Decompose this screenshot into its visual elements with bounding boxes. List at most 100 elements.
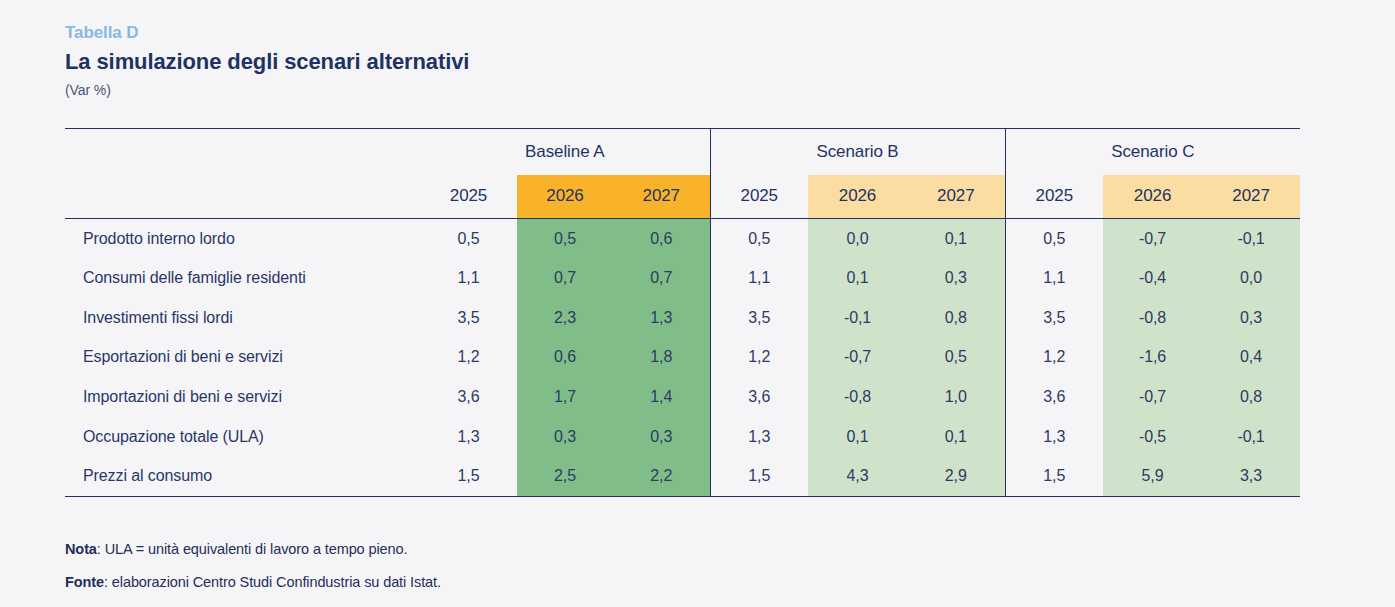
value-cell: 0,0 [1202,258,1300,298]
value-cell: 0,5 [420,219,517,259]
value-cell: -0,5 [1103,417,1202,457]
value-cell: -0,1 [808,298,907,338]
value-cell: 0,5 [1005,219,1103,259]
source-label: Fonte [65,574,104,590]
year-header: 2025 [420,175,517,219]
value-cell: -0,4 [1103,258,1202,298]
year-header: 2027 [1202,175,1300,219]
value-cell: 0,5 [710,219,808,259]
value-cell: 2,5 [517,457,613,497]
table-row: Importazioni di beni e servizi 3,6 1,7 1… [65,377,1300,417]
value-cell: 1,5 [420,457,517,497]
page-title: La simulazione degli scenari alternativi [65,48,1300,76]
value-cell: 0,8 [907,298,1005,338]
value-cell: 3,3 [1202,457,1300,497]
value-cell: 1,1 [710,258,808,298]
value-cell: 0,5 [517,219,613,259]
value-cell: 1,8 [613,338,710,378]
value-cell: 1,5 [710,457,808,497]
scenario-table: Baseline A Scenario B Scenario C 2025 20… [65,128,1300,497]
value-cell: 2,3 [517,298,613,338]
group-header-scenario-b: Scenario B [710,129,1005,175]
value-cell: 1,2 [420,338,517,378]
value-cell: 3,5 [1005,298,1103,338]
value-cell: 5,9 [1103,457,1202,497]
value-cell: 1,2 [1005,338,1103,378]
table-source: Fonte: elaborazioni Centro Studi Confind… [65,572,1300,592]
value-cell: 0,7 [517,258,613,298]
value-cell: -0,7 [808,338,907,378]
row-label: Prodotto interno lordo [65,219,420,259]
value-cell: 3,6 [420,377,517,417]
value-cell: 0,3 [613,417,710,457]
group-header-baseline-a: Baseline A [420,129,710,175]
value-cell: 3,5 [420,298,517,338]
row-label: Consumi delle famiglie residenti [65,258,420,298]
row-label: Esportazioni di beni e servizi [65,338,420,378]
corner-cell [65,129,420,175]
value-cell: 0,6 [613,219,710,259]
report-figure: Tabella D La simulazione degli scenari a… [65,0,1300,592]
row-label: Occupazione totale (ULA) [65,417,420,457]
value-cell: 0,1 [907,417,1005,457]
value-cell: 1,0 [907,377,1005,417]
source-text: : elaborazioni Centro Studi Confindustri… [104,574,441,590]
value-cell: 0,0 [808,219,907,259]
value-cell: 3,6 [1005,377,1103,417]
value-cell: 0,5 [907,338,1005,378]
corner-cell [65,175,420,219]
row-label: Prezzi al consumo [65,457,420,497]
year-header: 2026 [1103,175,1202,219]
value-cell: 0,1 [907,219,1005,259]
value-cell: -0,7 [1103,377,1202,417]
value-cell: 1,3 [710,417,808,457]
table-row: Consumi delle famiglie residenti 1,1 0,7… [65,258,1300,298]
value-cell: 0,3 [1202,298,1300,338]
value-cell: 1,1 [1005,258,1103,298]
year-header: 2027 [613,175,710,219]
value-cell: -1,6 [1103,338,1202,378]
value-cell: 0,3 [907,258,1005,298]
value-cell: 1,7 [517,377,613,417]
value-cell: 2,2 [613,457,710,497]
value-cell: 4,3 [808,457,907,497]
table-row: Prodotto interno lordo 0,5 0,5 0,6 0,5 0… [65,219,1300,259]
value-cell: 1,2 [710,338,808,378]
year-header: 2026 [517,175,613,219]
value-cell: 0,6 [517,338,613,378]
value-cell: 0,3 [517,417,613,457]
value-cell: 3,5 [710,298,808,338]
value-cell: -0,8 [1103,298,1202,338]
table-row: Investimenti fissi lordi 3,5 2,3 1,3 3,5… [65,298,1300,338]
value-cell: 0,1 [808,258,907,298]
value-cell: 1,3 [613,298,710,338]
table-row: Occupazione totale (ULA) 1,3 0,3 0,3 1,3… [65,417,1300,457]
note-label: Nota [65,541,97,557]
value-cell: 1,5 [1005,457,1103,497]
year-header: 2027 [907,175,1005,219]
value-cell: 1,1 [420,258,517,298]
value-cell: 0,4 [1202,338,1300,378]
year-header: 2025 [1005,175,1103,219]
value-cell: -0,7 [1103,219,1202,259]
year-header: 2025 [710,175,808,219]
row-label: Importazioni di beni e servizi [65,377,420,417]
table-row: Prezzi al consumo 1,5 2,5 2,2 1,5 4,3 2,… [65,457,1300,497]
note-text: : ULA = unità equivalenti di lavoro a te… [97,541,408,557]
value-cell: 0,8 [1202,377,1300,417]
table-row: Esportazioni di beni e servizi 1,2 0,6 1… [65,338,1300,378]
value-cell: -0,1 [1202,219,1300,259]
value-cell: 1,3 [1005,417,1103,457]
year-header: 2026 [808,175,907,219]
value-cell: 0,7 [613,258,710,298]
value-cell: -0,8 [808,377,907,417]
table-number: Tabella D [65,22,1300,44]
value-cell: 1,4 [613,377,710,417]
value-cell: 0,1 [808,417,907,457]
value-cell: 1,3 [420,417,517,457]
value-cell: 3,6 [710,377,808,417]
table-note: Nota: ULA = unità equivalenti di lavoro … [65,539,1300,559]
value-cell: 2,9 [907,457,1005,497]
unit-label: (Var %) [65,82,1300,99]
year-header-row: 2025 2026 2027 2025 2026 2027 2025 2026 … [65,175,1300,219]
